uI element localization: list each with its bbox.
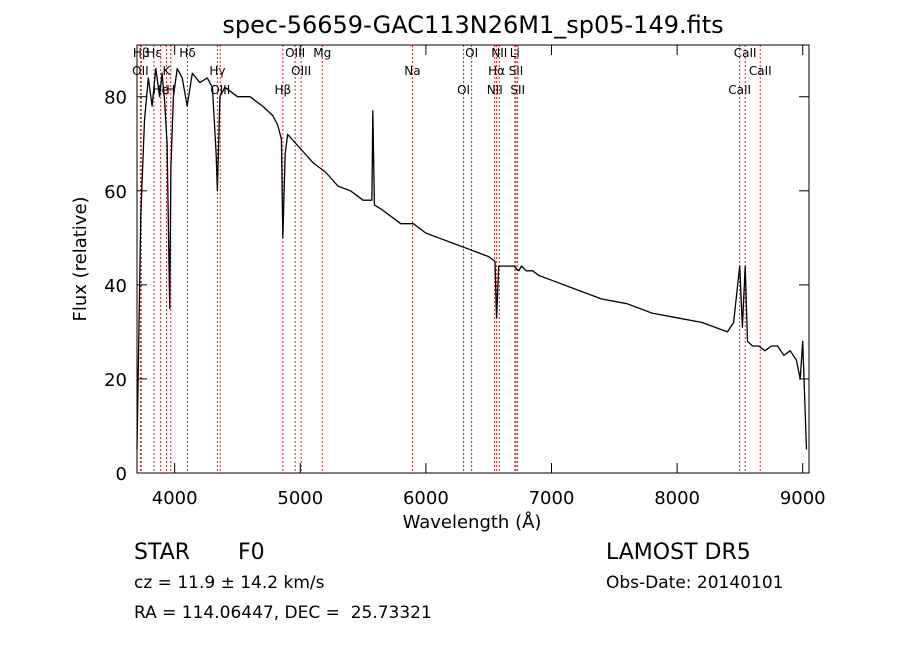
x-axis-label: Wavelength (Å) xyxy=(403,511,542,533)
velocity-text: cz = 11.9 ± 14.2 km/s xyxy=(134,573,325,593)
line-markers: HβKHHδHγHβMgNaOIOIHαNIINIISIISIILiOIIOII… xyxy=(132,45,772,473)
line-marker-label: H xyxy=(166,83,175,97)
x-tick-label: 4000 xyxy=(152,488,198,509)
line-marker-label: Hγ xyxy=(209,64,225,78)
y-axis-label: Flux (relative) xyxy=(70,196,91,321)
y-tick-label: 60 xyxy=(104,182,127,203)
line-marker-label: CaII xyxy=(749,64,772,78)
y-tick-label: 20 xyxy=(104,370,127,391)
chart-title: spec-56659-GAC113N26M1_sp05-149.fits xyxy=(222,11,723,39)
line-marker-label: OIII xyxy=(291,64,311,78)
line-marker-label: OIII xyxy=(285,46,305,60)
y-tick-label: 40 xyxy=(104,276,127,297)
line-marker-label: Hβ xyxy=(274,83,291,97)
line-marker-label: Mg xyxy=(313,46,331,60)
survey-label: LAMOST DR5 xyxy=(606,540,751,565)
line-marker-label: OII xyxy=(132,64,149,78)
y-tick-label: 0 xyxy=(116,464,127,485)
line-marker-label: CaII xyxy=(728,83,751,97)
coordinates-text: RA = 114.06447, DEC = 25.73321 xyxy=(134,603,432,623)
line-marker-label: SII xyxy=(510,83,525,97)
subclass-label: F0 xyxy=(238,540,265,565)
line-marker-label: OIII xyxy=(210,83,230,97)
line-marker-label: OI xyxy=(457,83,470,97)
line-marker-label: Li xyxy=(510,46,520,60)
class-label: STAR xyxy=(134,540,191,565)
spectrum-series xyxy=(136,67,808,450)
line-marker-label: Na xyxy=(404,64,420,78)
line-marker-label: K xyxy=(162,64,171,78)
line-marker-label: NII xyxy=(487,83,503,97)
line-marker-label: NII xyxy=(491,46,507,60)
x-tick-label: 7000 xyxy=(529,488,575,509)
x-tick-label: 5000 xyxy=(277,488,323,509)
line-marker-label: OI xyxy=(465,46,478,60)
x-tick-label: 9000 xyxy=(780,488,826,509)
x-tick-label: 8000 xyxy=(654,488,700,509)
x-tick-label: 6000 xyxy=(403,488,449,509)
plot-frame xyxy=(136,44,810,474)
line-marker-label: SII xyxy=(509,64,524,78)
line-marker-label: Hε xyxy=(146,46,162,60)
obs-date-text: Obs-Date: 20140101 xyxy=(606,573,784,593)
y-tick-label: 80 xyxy=(104,88,127,109)
axis-ticks: 4000 5000 6000 7000 8000 9000 0 20 40 60 80 xyxy=(104,45,826,509)
line-marker-label: Hδ xyxy=(179,46,195,60)
line-marker-label: Hα xyxy=(488,64,505,78)
spectrum-line xyxy=(136,67,808,450)
line-marker-label: CaII xyxy=(734,46,757,60)
